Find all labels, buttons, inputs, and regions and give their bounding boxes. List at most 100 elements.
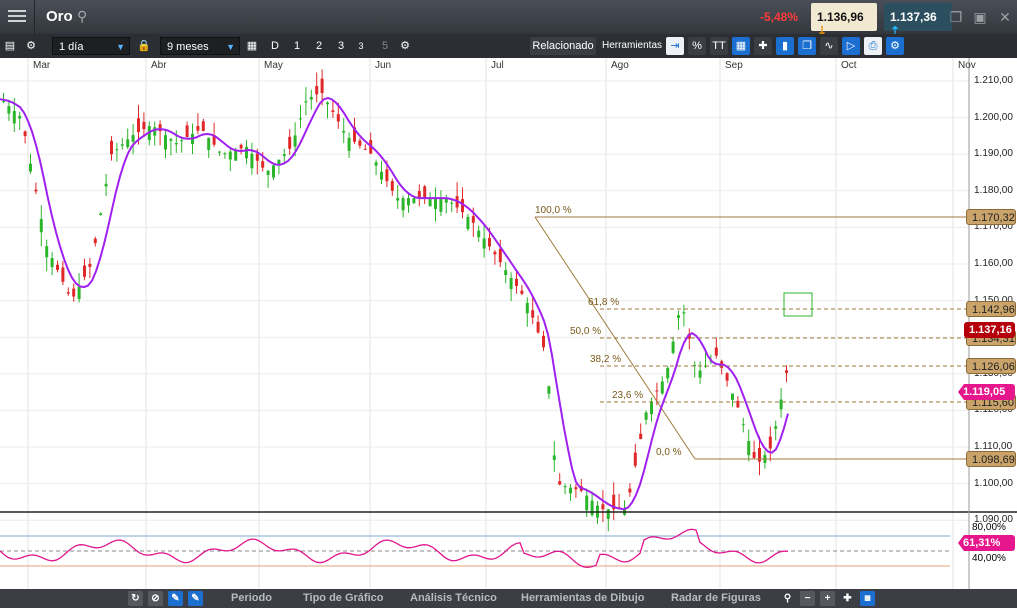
price-tick: 1.160,00	[974, 258, 1013, 269]
candle-body	[288, 136, 292, 149]
candle-body	[380, 171, 383, 180]
candle-body	[612, 494, 616, 510]
range-select[interactable]: 9 meses ▼	[160, 37, 240, 55]
gear-icon[interactable]: ⚙	[26, 40, 36, 52]
close-icon[interactable]: ✕	[999, 9, 1011, 25]
back-arrow-icon[interactable]: ⇥	[666, 37, 684, 55]
candle-body	[758, 447, 761, 462]
fib-percent-label: 0,0 %	[656, 447, 682, 458]
candle-body	[153, 127, 157, 136]
crosshair-icon[interactable]: ✚	[843, 593, 852, 604]
candle-body	[779, 399, 783, 410]
copy-window-icon[interactable]: ❐	[949, 9, 963, 25]
list-icon[interactable]: ▤	[4, 40, 16, 52]
candle-body	[93, 238, 97, 244]
divider	[34, 0, 35, 34]
candle-body	[493, 251, 497, 255]
candle-body	[563, 486, 567, 488]
candle-body	[774, 426, 778, 429]
candle-body	[363, 148, 367, 150]
print-icon[interactable]: ⎙	[864, 37, 882, 55]
candle-body	[66, 292, 70, 294]
menu-icon[interactable]	[6, 7, 28, 27]
period-4[interactable]: 3	[358, 41, 364, 51]
candle-body	[185, 125, 189, 138]
candle-body	[126, 139, 130, 148]
tab-chart-type[interactable]: Tipo de Gráfico	[303, 592, 384, 604]
candle-body	[639, 433, 643, 440]
price-tick: 1.110,00	[974, 441, 1013, 452]
ask-price-button[interactable]: 1.137,36 ⇡	[884, 3, 952, 38]
target-box	[783, 292, 813, 317]
line-chart-icon[interactable]: ∿	[820, 37, 838, 55]
period-3[interactable]: 3	[337, 40, 345, 52]
tools-icon[interactable]: ⚙	[886, 37, 904, 55]
period-D[interactable]: D	[271, 40, 279, 52]
candle-body	[196, 125, 200, 131]
candle-body	[29, 163, 32, 172]
tab-period[interactable]: Periodo	[231, 592, 272, 604]
candle-body	[471, 216, 475, 223]
candle-body	[423, 186, 427, 199]
candle-body	[45, 246, 49, 258]
lock-icon[interactable]: 🔒	[137, 40, 151, 52]
candle-body	[218, 151, 221, 153]
period-1[interactable]: 1	[293, 40, 301, 52]
candle-body	[99, 213, 103, 215]
candle-body	[682, 312, 686, 314]
block-icon[interactable]: ⊘	[148, 591, 163, 606]
candle-body	[461, 199, 464, 213]
price-chart[interactable]	[0, 58, 1017, 589]
interval-value: 1 día	[59, 41, 84, 53]
candle-body	[450, 202, 454, 204]
candle-body	[509, 278, 513, 290]
candle-body	[228, 151, 232, 160]
candle-body	[212, 135, 216, 145]
candle-body	[255, 153, 259, 161]
candle-body	[88, 263, 92, 267]
candle-body	[326, 102, 329, 105]
pencil-icon[interactable]: ✎	[168, 591, 183, 606]
zoom-search-icon[interactable]: ⚲	[783, 593, 792, 604]
related-button[interactable]: Relacionado	[530, 37, 596, 55]
refresh-icon[interactable]: ↻	[128, 591, 143, 606]
moving-average-line	[0, 96, 789, 511]
tab-drawing-tools[interactable]: Herramientas de Dibujo	[521, 592, 645, 604]
tools-label: Herramientas	[601, 40, 663, 51]
zoom-out-icon[interactable]: −	[800, 591, 815, 606]
bid-price-button[interactable]: 1.136,96 ⇣	[811, 3, 877, 38]
text-tool-button[interactable]: TT	[710, 37, 728, 55]
daily-change: -5,48%	[760, 10, 799, 24]
popout-window-icon[interactable]: ▣	[973, 9, 987, 25]
grid-icon[interactable]: ▦	[732, 37, 750, 55]
candle-body	[245, 146, 248, 159]
period-5[interactable]: 5	[381, 40, 389, 52]
candle-body	[660, 381, 664, 394]
month-label: Abr	[151, 60, 167, 71]
calendar-icon[interactable]: ▦	[246, 40, 258, 52]
search-icon[interactable]: ⚲	[77, 8, 88, 24]
month-label: Ago	[611, 60, 629, 71]
zoom-in-icon[interactable]: +	[820, 591, 835, 606]
settings-icon[interactable]: ⚙	[400, 40, 410, 52]
fit-icon[interactable]: ▦	[860, 591, 875, 606]
candle-body	[293, 135, 297, 147]
percent-button[interactable]: %	[688, 37, 706, 55]
edit-icon[interactable]: ✎	[188, 591, 203, 606]
range-value: 9 meses	[167, 41, 209, 53]
candle-body	[477, 230, 481, 238]
candle-body	[606, 509, 610, 519]
bottom-bar: ↻ ⊘ ✎ ✎ Periodo Tipo de Gráfico Análisis…	[0, 589, 1017, 608]
interval-select[interactable]: 1 día ▼	[52, 37, 130, 55]
compare-icon[interactable]: ❐	[798, 37, 816, 55]
candlestick-icon[interactable]: ▮	[776, 37, 794, 55]
month-label: Oct	[841, 60, 857, 71]
tag-icon[interactable]: ▷	[842, 37, 860, 55]
month-label: Jul	[491, 60, 504, 71]
period-2[interactable]: 2	[315, 40, 323, 52]
tab-pattern-radar[interactable]: Radar de Figuras	[671, 592, 761, 604]
candle-body	[644, 412, 648, 420]
current-price-tag: 1.137,16	[964, 322, 1015, 338]
tab-technical-analysis[interactable]: Análisis Técnico	[410, 592, 497, 604]
crosshair-icon[interactable]: ✚	[754, 37, 772, 55]
